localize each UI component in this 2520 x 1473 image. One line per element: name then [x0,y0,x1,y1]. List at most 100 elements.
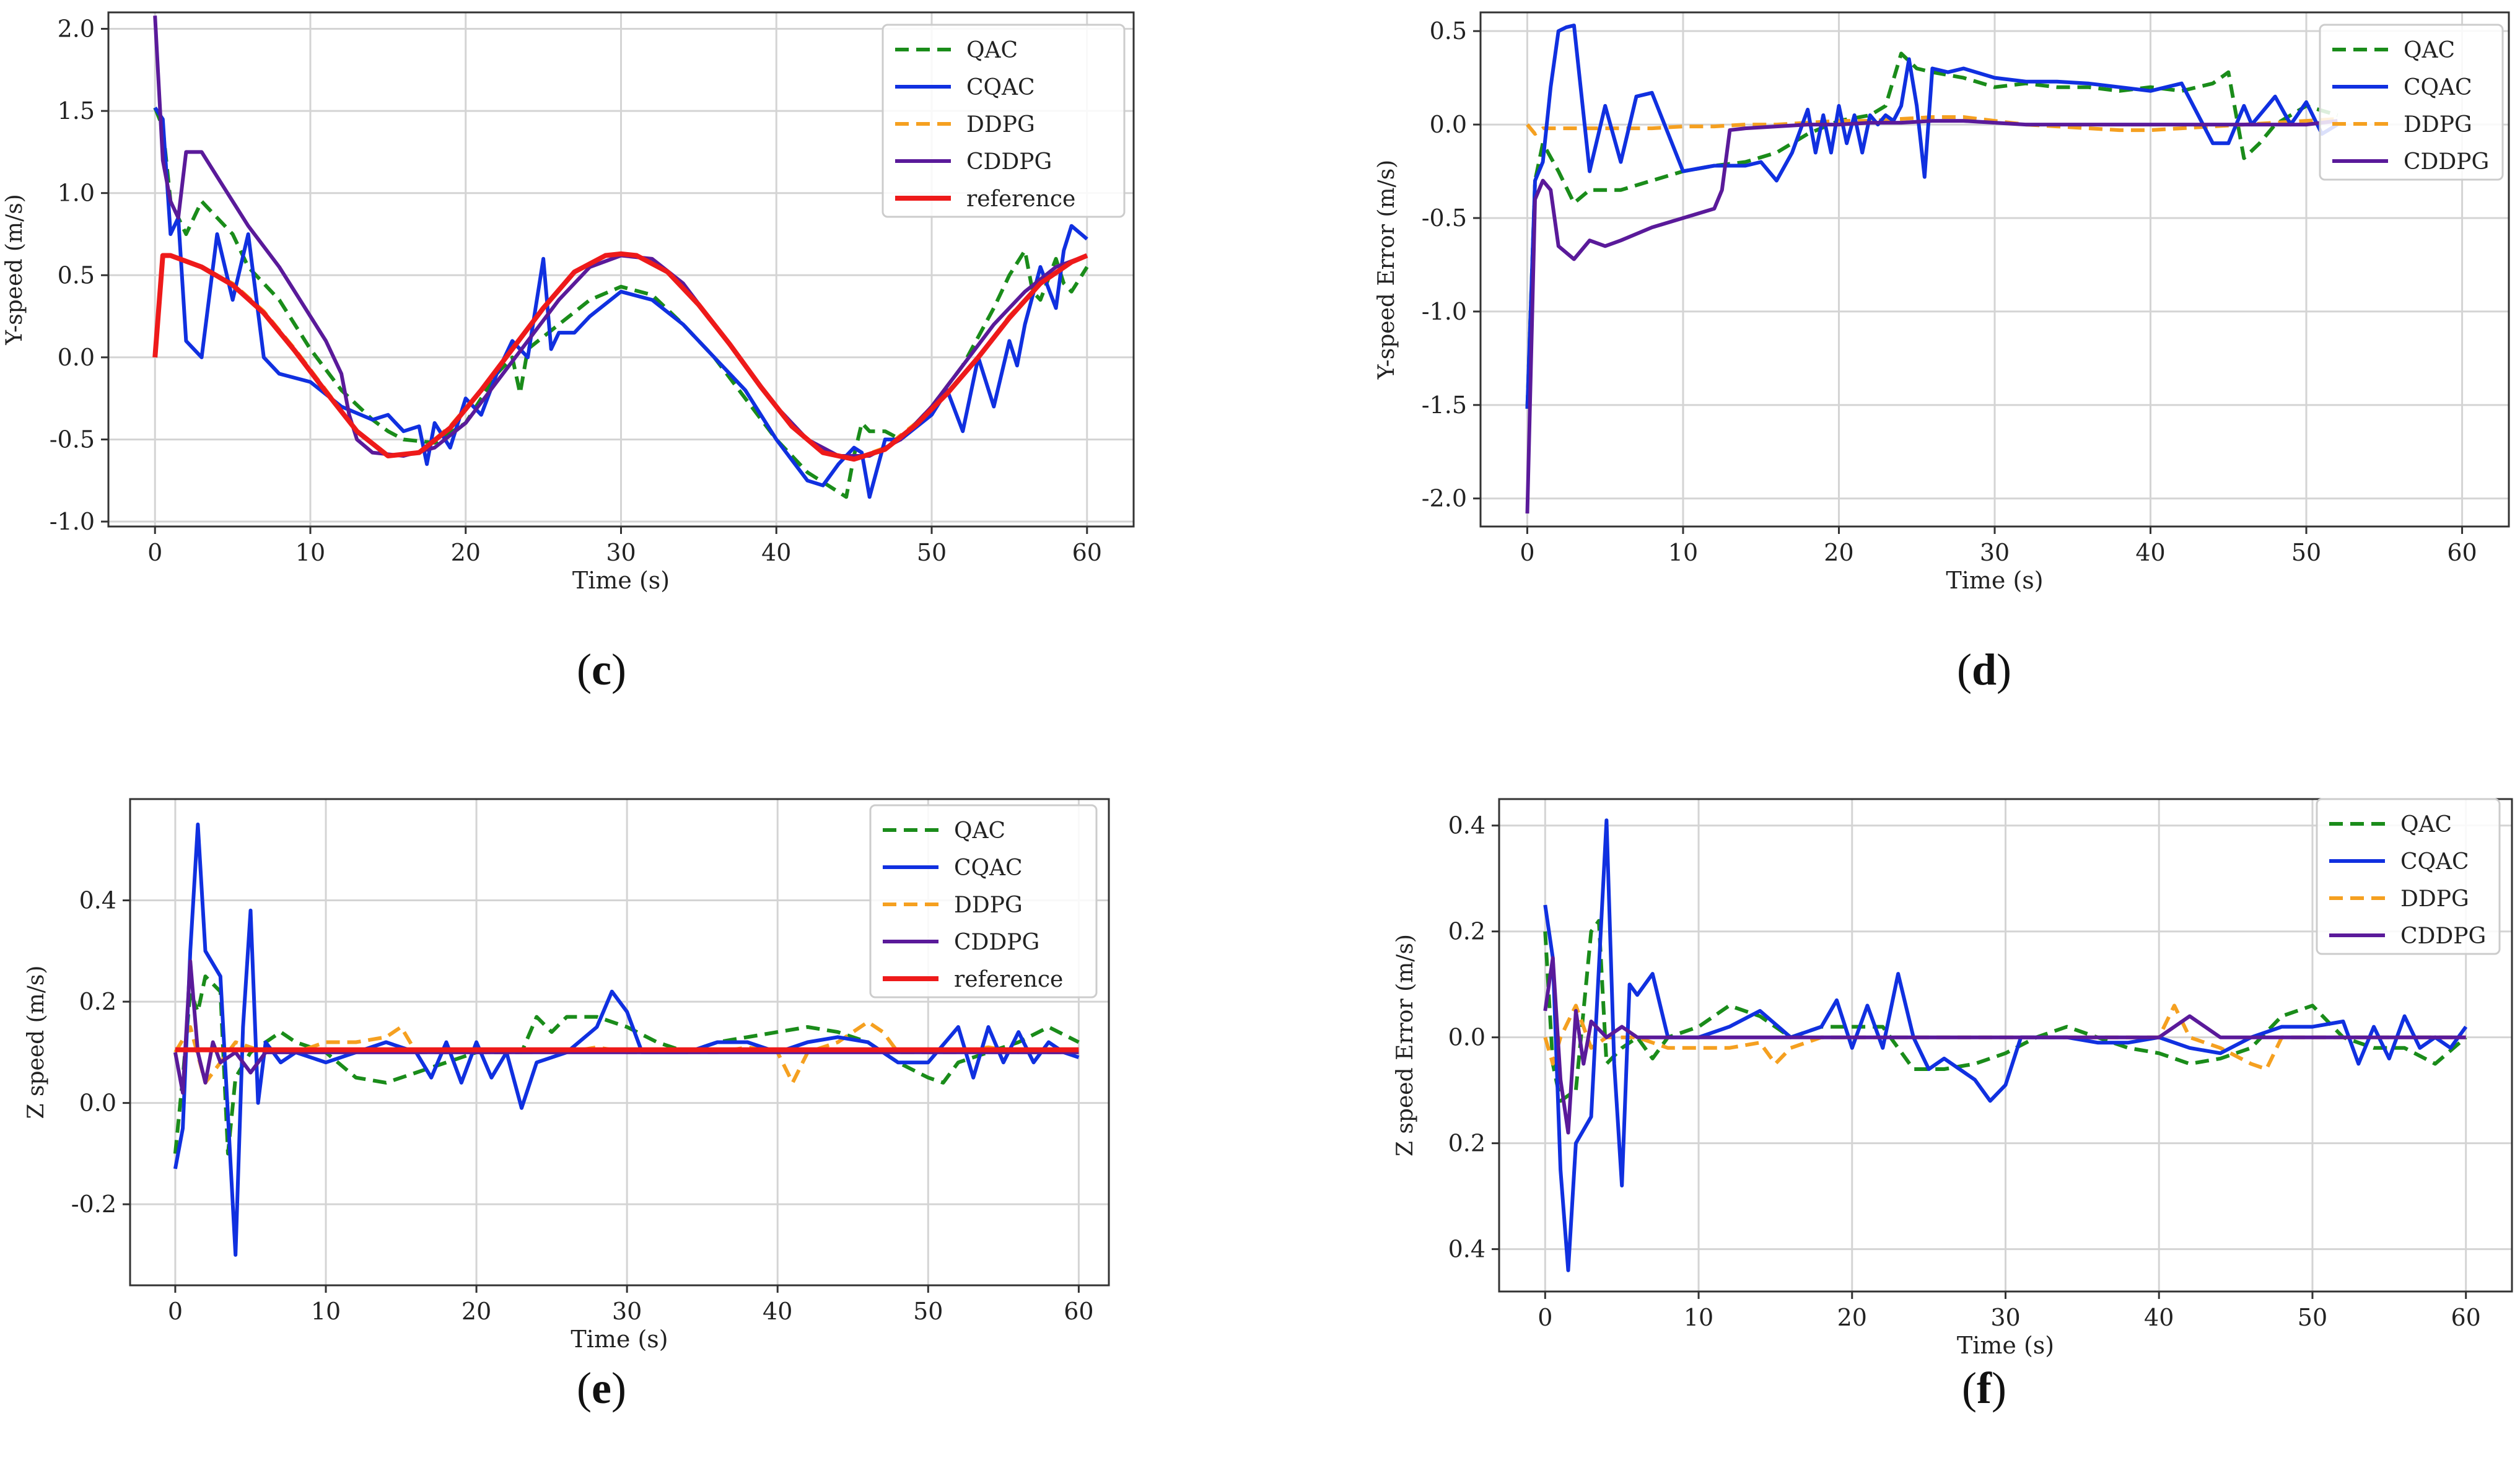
legend-box [2316,798,2501,955]
legend-label-cddpg: CDDPG [954,930,1039,955]
legend-box [882,24,1126,218]
legend-label-qac: QAC [2404,38,2455,63]
caption-c: (c) [577,645,626,694]
y-tick-label: 0.4 [79,887,116,914]
series-group [1543,818,2468,1272]
caption-e: (e) [577,1363,626,1413]
caption-d: (d) [1956,645,2011,694]
x-axis-label: Time (s) [1957,1332,2054,1359]
legend-label-cddpg: CDDPG [2400,924,2486,949]
y-tick-label: -1.0 [50,508,95,535]
y-tick-label: 0.5 [58,261,95,289]
legend: QAC CQAC DDPG CDDPG reference [882,24,1126,218]
legend-label-qac: QAC [966,38,1018,63]
legend-label-ddpg: DDPG [954,893,1023,918]
series-line-cqac [173,822,1080,1257]
legend-box [2319,24,2504,181]
legend-label-cqac: CQAC [954,855,1023,881]
series-line-qac [173,974,1080,1156]
y-axis-label: Z speed Error (m/s) [1393,934,1418,1156]
chart-panel-f: 0 10 20 30 40 50 60 0.4 0.2 0.0 0.2 0.4 Time (s) Z sp… [1393,798,2513,1359]
x-tick-label: 30 [1980,539,2010,566]
y-tick-label: 0.5 [1430,17,1467,45]
x-tick-label: 60 [2451,1304,2481,1331]
x-tick-label: 60 [1072,539,1102,566]
legend-box [869,804,1098,999]
y-tick-label: 1.0 [58,180,95,207]
series-line-cqac [1525,24,2338,409]
y-axis-label: Y-speed Error (m/s) [1374,160,1399,380]
y-tick-label: 0.2 [79,988,116,1015]
x-tick-label: 40 [763,1298,792,1325]
legend-label-reference: reference [966,186,1075,212]
x-tick-label: 60 [2447,539,2477,566]
x-tick-label: 0 [1538,1304,1552,1331]
legend-label-cqac: CQAC [2404,75,2472,100]
series-line-cqac [153,107,1088,499]
x-tick-label: 50 [917,539,947,566]
x-axis-label: Time (s) [572,567,670,594]
y-tick-label: 0.0 [79,1090,116,1117]
x-tick-label: 50 [2291,539,2321,566]
series-group [173,822,1080,1257]
series-line-cddpg [1543,956,2466,1135]
legend: QAC CQAC DDPG CDDPG [2319,24,2504,181]
x-axis-label: Time (s) [571,1326,668,1353]
x-tick-label: 30 [612,1298,642,1325]
x-tick-label: 10 [1668,539,1698,566]
x-tick-label: 20 [462,1298,491,1325]
x-tick-label: 40 [2144,1304,2174,1331]
y-tick-label: -0.2 [71,1191,116,1218]
legend-label-ddpg: DDPG [2404,112,2472,138]
y-tick-label: 0.2 [1448,918,1485,945]
x-tick-label: 0 [168,1298,183,1325]
chart-panel-d: 0 10 20 30 40 50 60 -2.0 -1.5 -1.0 -0.5 0.0 0.5 Time … [1374,11,2510,594]
y-tick-label: 2.0 [58,15,95,43]
y-axis-label: Y-speed (m/s) [2,194,27,345]
caption-f: (f) [1962,1363,2006,1413]
series-line-cddpg [1525,119,2338,514]
series-line-cqac [1543,818,2468,1272]
series-line-qac [1525,51,2338,409]
y-tick-label: -2.0 [1422,485,1467,512]
legend-label-ddpg: DDPG [966,112,1035,138]
x-tick-label: 30 [606,539,636,566]
legend-label-cqac: CQAC [2400,849,2469,875]
series-group [1525,24,2338,514]
x-tick-label: 0 [147,539,162,566]
y-tick-label: -1.0 [1422,298,1467,325]
legend-label-cqac: CQAC [966,75,1035,100]
chart-panel-c: 0 10 20 30 40 50 60 -1.0 -0.5 0.0 0.5 1.0 1.5 2.0 Time… [2,11,1135,594]
y-tick-label: 1.5 [58,97,95,125]
legend-label-cddpg: CDDPG [966,149,1052,175]
chart-panel-e: 0 10 20 30 40 50 60 -0.2 0.0 0.2 0.4 Time (s) Z spee… [24,798,1110,1353]
series-group [152,15,1089,499]
y-tick-label: 0.0 [1430,111,1467,138]
y-tick-label: 0.0 [58,344,95,371]
legend-label-cddpg: CDDPG [2404,149,2489,175]
series-line-qac [153,107,1089,499]
x-tick-label: 40 [2135,539,2165,566]
x-tick-label: 50 [913,1298,943,1325]
y-axis-label: Z speed (m/s) [24,966,49,1119]
legend-label-ddpg: DDPG [2400,886,2469,912]
y-tick-label: 0.4 [1448,1236,1485,1263]
y-tick-label: 0.4 [1448,812,1485,839]
x-tick-label: 30 [1990,1304,2020,1331]
y-tick-label: -0.5 [1422,204,1467,232]
y-tick-label: -0.5 [50,426,95,453]
plot-frame [129,798,1110,1287]
legend-label-qac: QAC [2400,812,2452,837]
x-axis-label: Time (s) [1946,567,2043,594]
x-tick-label: 10 [311,1298,341,1325]
x-tick-label: 40 [761,539,791,566]
x-tick-label: 10 [295,539,325,566]
x-tick-label: 20 [1824,539,1853,566]
x-tick-label: 60 [1064,1298,1093,1325]
x-tick-label: 10 [1684,1304,1713,1331]
x-tick-label: 20 [451,539,481,566]
legend-label-qac: QAC [954,818,1005,844]
y-tick-label: 0.0 [1448,1024,1485,1051]
x-tick-label: 20 [1837,1304,1867,1331]
